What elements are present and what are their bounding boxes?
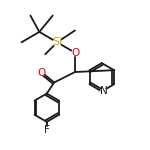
Text: F: F [44,125,50,135]
Text: N: N [100,86,107,96]
Circle shape [101,89,106,94]
Text: O: O [71,48,79,58]
Circle shape [72,50,78,56]
Text: O: O [38,68,46,78]
Circle shape [53,39,61,46]
Circle shape [39,70,45,76]
Text: Si: Si [52,37,62,47]
Circle shape [44,127,50,133]
